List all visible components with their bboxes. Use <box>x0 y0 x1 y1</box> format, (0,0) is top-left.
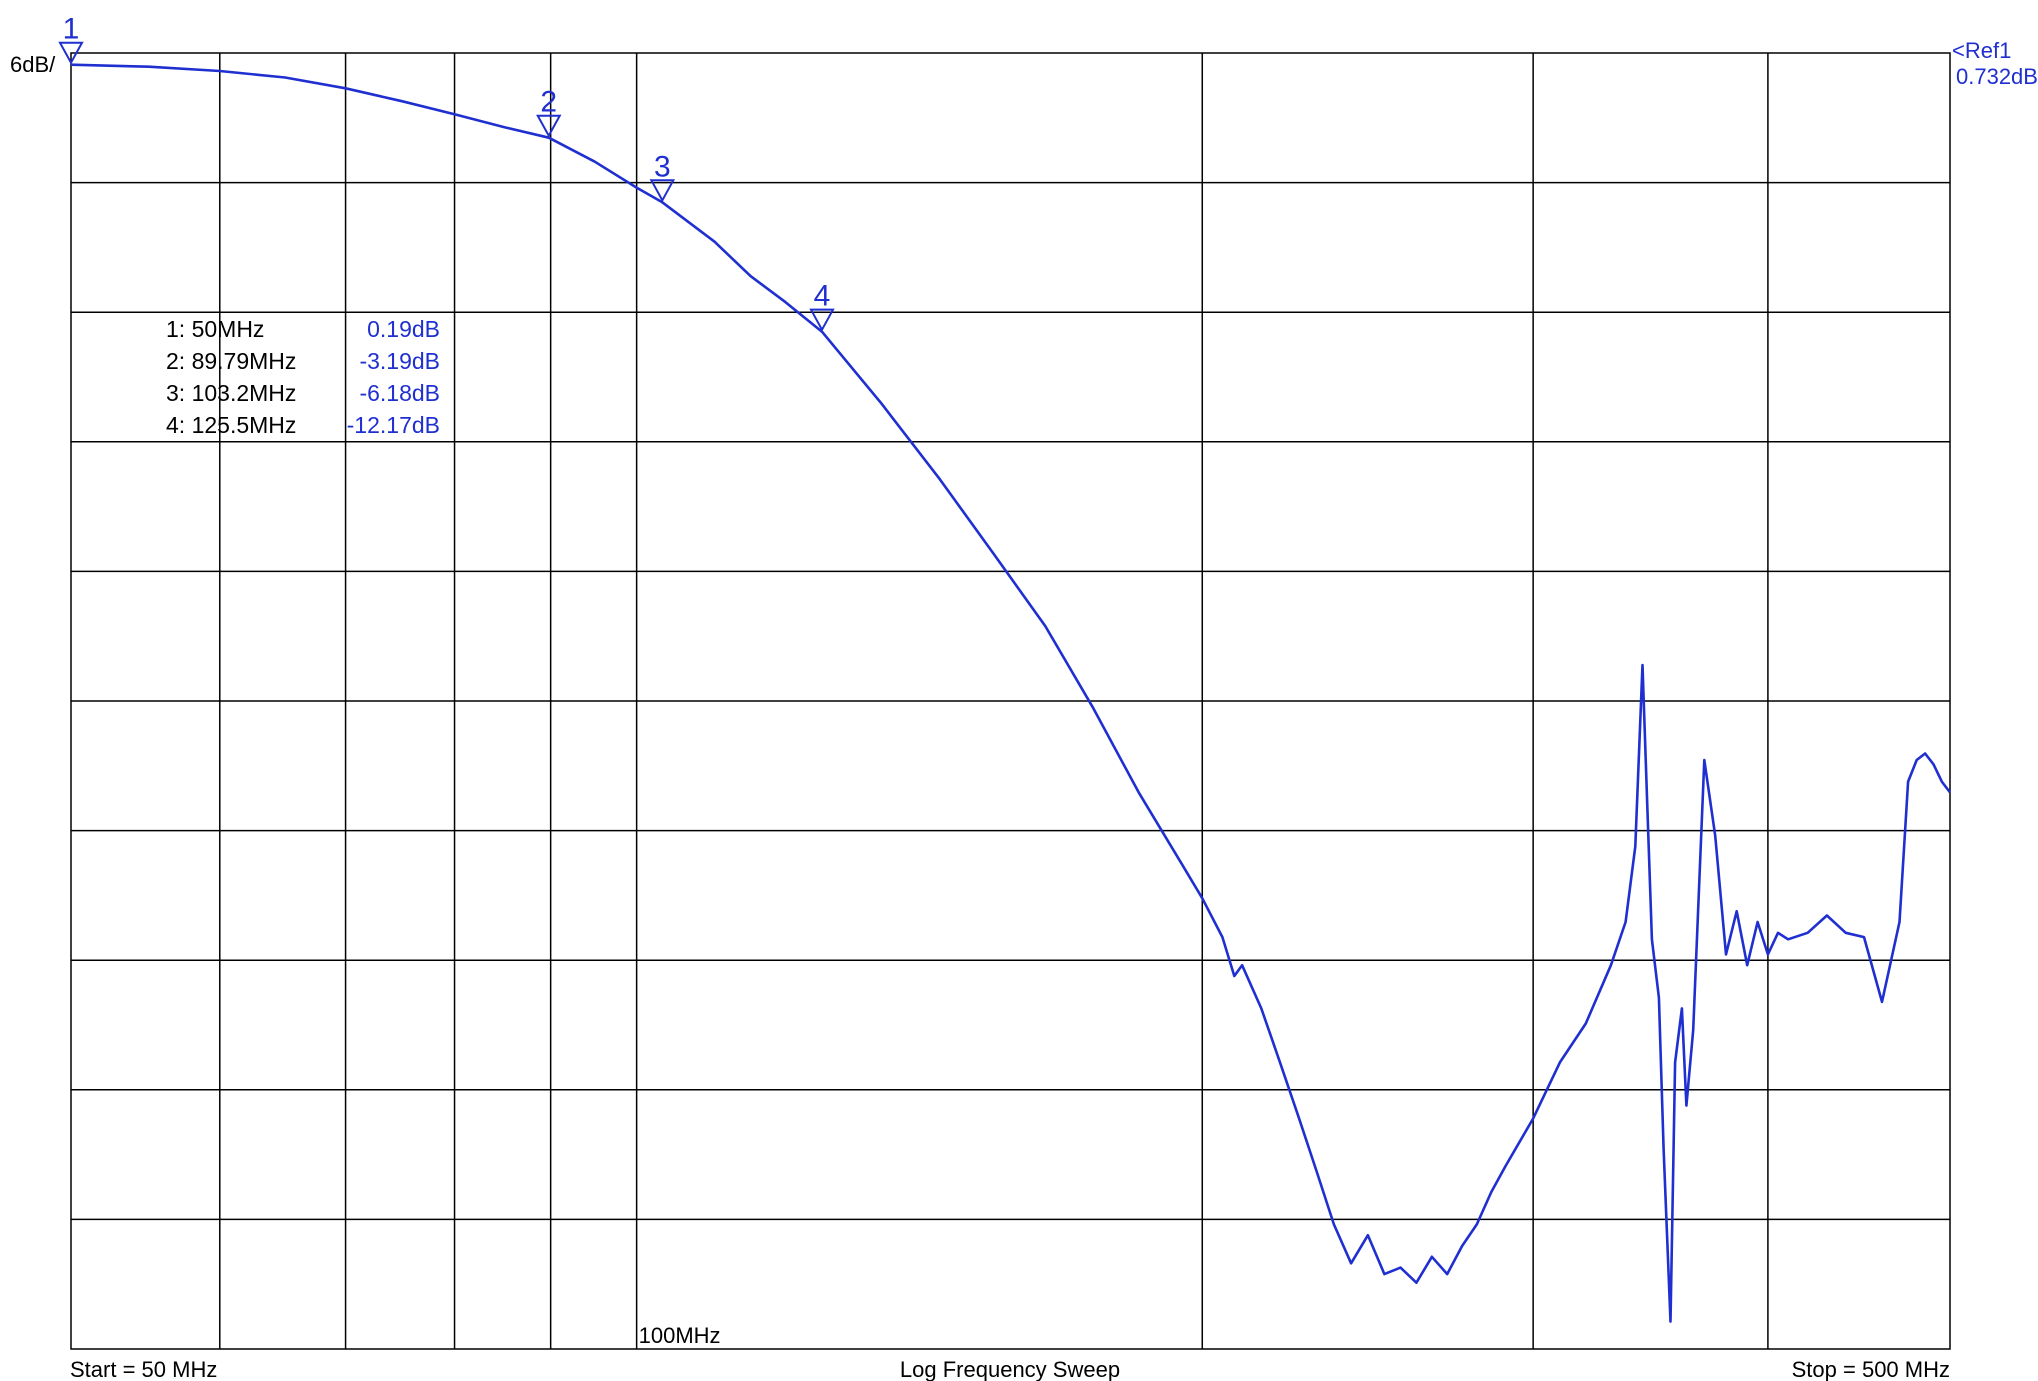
marker-readout-table: 1: 50MHz 0.19dB 2: 89.79MHz -3.19dB 3: 1… <box>166 316 440 438</box>
marker-2-triangle <box>536 114 562 138</box>
marker-1-number: 1 <box>63 13 80 46</box>
scale-per-division-label: 6dB/ <box>10 52 56 77</box>
marker-4-number: 4 <box>814 280 831 313</box>
start-frequency-label: Start = 50 MHz <box>70 1357 217 1381</box>
marker-3-number: 3 <box>654 150 671 183</box>
x-tick-label-100mhz: 100MHz <box>639 1323 721 1348</box>
marker-3-frequency: 3: 103.2MHz <box>166 380 296 406</box>
marker-1-triangle <box>58 41 84 65</box>
stop-frequency-label: Stop = 500 MHz <box>1792 1357 1950 1381</box>
marker-2-frequency: 2: 89.79MHz <box>166 348 296 374</box>
marker-2-number: 2 <box>540 86 557 119</box>
sweep-type-label: Log Frequency Sweep <box>900 1357 1120 1381</box>
marker-2-value: -3.19dB <box>359 348 440 374</box>
marker-3-value: -6.18dB <box>359 380 440 406</box>
vertical-gridlines <box>219 53 1769 1349</box>
reference-label: <Ref1 <box>1952 38 2011 63</box>
marker-1-value: 0.19dB <box>367 316 440 342</box>
marker-3-triangle <box>649 179 676 203</box>
marker-symbols: 1 2 3 4 <box>58 13 835 332</box>
marker-1-frequency: 1: 50MHz <box>166 316 264 342</box>
horizontal-gridlines <box>71 181 1950 1221</box>
marker-4-frequency: 4: 125.5MHz <box>166 412 296 438</box>
marker-4-triangle <box>809 308 835 332</box>
trace-line <box>70 63 1952 1323</box>
reference-value-label: 0.732dB <box>1956 64 2038 89</box>
marker-4-value: -12.17dB <box>347 412 440 438</box>
